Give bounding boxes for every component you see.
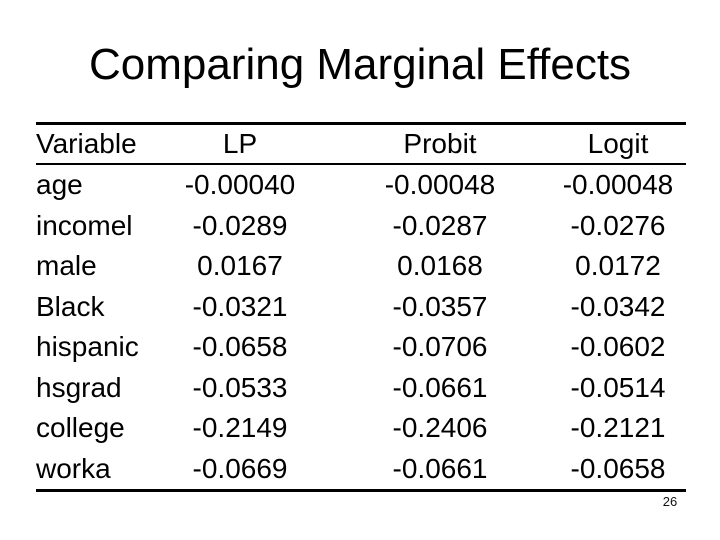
table-row: Black -0.0321 -0.0357 -0.0342 xyxy=(36,287,686,328)
slide-title: Comparing Marginal Effects xyxy=(88,40,632,89)
cell-probit: -0.0661 xyxy=(392,371,488,403)
table-row: worka -0.0669 -0.0661 -0.0658 xyxy=(36,449,686,491)
cell-lp: 0.0167 xyxy=(197,250,283,282)
cell-probit: -0.0357 xyxy=(392,290,488,322)
cell-probit: 0.0168 xyxy=(397,250,483,282)
cell-lp: -0.0533 xyxy=(192,371,288,403)
cell-variable: Black xyxy=(36,290,105,322)
cell-probit: -0.00048 xyxy=(384,169,496,201)
cell-probit: -0.0706 xyxy=(392,331,488,363)
cell-lp: -0.2149 xyxy=(192,412,288,444)
table-row: male 0.0167 0.0168 0.0172 xyxy=(36,246,686,287)
table-row: college -0.2149 -0.2406 -0.2121 xyxy=(36,408,686,449)
slide-page-number: 26 xyxy=(662,494,678,509)
cell-lp: -0.0658 xyxy=(192,331,288,363)
column-header-variable: Variable xyxy=(36,123,150,165)
cell-logit: -0.0602 xyxy=(570,331,666,363)
cell-variable: college xyxy=(36,412,125,444)
cell-probit: -0.0661 xyxy=(392,452,488,484)
marginal-effects-table: Variable LP Probit Logit age -0.00040 -0… xyxy=(36,122,686,492)
cell-lp: -0.00040 xyxy=(184,169,296,201)
cell-probit: -0.2406 xyxy=(392,412,488,444)
cell-lp: -0.0289 xyxy=(192,209,288,241)
cell-variable: incomel xyxy=(36,209,133,241)
table-row: incomel -0.0289 -0.0287 -0.0276 xyxy=(36,206,686,247)
column-header-logit: Logit xyxy=(550,123,686,165)
cell-logit: -0.0658 xyxy=(570,452,666,484)
cell-lp: -0.0321 xyxy=(192,290,288,322)
cell-logit: 0.0172 xyxy=(575,250,661,282)
table-row: age -0.00040 -0.00048 -0.00048 xyxy=(36,164,686,206)
column-header-probit: Probit xyxy=(330,123,550,165)
cell-logit: -0.00048 xyxy=(562,169,674,201)
cell-variable: hsgrad xyxy=(36,371,122,403)
table-header-row: Variable LP Probit Logit xyxy=(36,123,686,165)
cell-variable: worka xyxy=(36,452,111,484)
cell-variable: male xyxy=(36,250,97,282)
cell-logit: -0.0276 xyxy=(570,209,666,241)
column-header-lp: LP xyxy=(150,123,330,165)
cell-probit: -0.0287 xyxy=(392,209,488,241)
cell-lp: -0.0669 xyxy=(192,452,288,484)
cell-logit: -0.2121 xyxy=(570,412,666,444)
cell-variable: hispanic xyxy=(36,331,139,363)
table-row: hsgrad -0.0533 -0.0661 -0.0514 xyxy=(36,368,686,409)
cell-variable: age xyxy=(36,169,83,201)
cell-logit: -0.0342 xyxy=(570,290,666,322)
cell-logit: -0.0514 xyxy=(570,371,666,403)
table-row: hispanic -0.0658 -0.0706 -0.0602 xyxy=(36,327,686,368)
